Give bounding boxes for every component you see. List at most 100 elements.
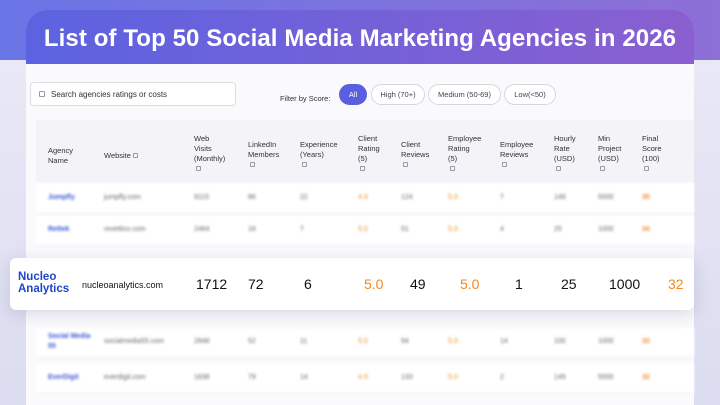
sort-icon-wrap [194,164,225,174]
table-cell-experience: 7 [300,226,304,233]
client-reviews-cell: 49 [410,276,426,292]
filter-high-button[interactable]: High (70+) [371,84,425,105]
column-header-line: (USD) [598,154,619,163]
client-rating-cell: 5.0 [364,276,384,292]
sort-icon-wrap [554,164,576,174]
sort-icon[interactable] [302,162,307,167]
sort-icon-wrap [500,160,533,170]
table-row[interactable]: Jumpfly jumpfly.com 9115 86 22 4.9 124 5.0 7 149 5… [36,184,694,214]
column-header[interactable]: Final Score (100) [642,134,662,174]
table-row[interactable]: Rettek revettico.com 2464 16 7 5.0 51 5.0 4 25 100… [36,216,694,246]
sort-icon-wrap [248,160,279,170]
sort-icon[interactable] [360,166,365,171]
table-cell-hourly: 25 [554,226,562,233]
highlighted-row[interactable]: Nucleo Analytics nucleoanalytics.com 171… [10,258,694,310]
column-header[interactable]: Min Project (USD) [598,134,621,174]
table-cell-website[interactable]: revettico.com [104,226,146,233]
table-cell-visits: 9115 [194,194,210,201]
table-cell-employee-reviews: 14 [500,338,508,345]
table-cell-min-project: 5000 [598,194,614,201]
sort-icon[interactable] [600,166,605,171]
agency-logo-line1: Nucleo [18,271,57,283]
sort-icon-wrap [642,164,662,174]
table-cell-name[interactable]: EverDigit [48,374,79,381]
column-header[interactable]: Website [104,151,138,161]
search-input[interactable]: Search agencies ratings or costs [30,82,236,106]
table-cell-linkedin: 52 [248,338,256,345]
sort-icon[interactable] [644,166,649,171]
table-cell-employee-reviews: 2 [500,374,504,381]
table-cell-linkedin: 79 [248,374,256,381]
sort-icon[interactable] [196,166,201,171]
table-cell-experience: 14 [300,374,308,381]
title-banner: List of Top 50 Social Media Marketing Ag… [26,10,694,68]
agency-logo-line2: Analytics [18,283,70,295]
min-project-cell: 1000 [609,276,641,292]
table-cell-score: 32 [642,338,650,345]
table-cell-experience: 22 [300,194,308,201]
table-cell-website[interactable]: jumpfly.com [104,194,141,201]
column-header-line: Hourly [554,134,576,143]
table-cell-client-rating: 4.9 [358,374,368,381]
table-cell-employee-reviews: 4 [500,226,504,233]
column-header[interactable]: Employee Rating (5) [448,134,481,174]
experience-cell: 6 [304,276,312,292]
table-cell-name[interactable]: Rettek [48,226,70,233]
column-header[interactable]: Employee Reviews [500,140,533,170]
column-header[interactable]: Experience (Years) [300,140,338,170]
sort-icon[interactable] [450,166,455,171]
column-header[interactable]: LinkedIn Members [248,140,279,170]
website-cell[interactable]: nucleoanalytics.com [82,280,164,290]
table-cell-client-reviews: 124 [401,194,413,201]
table-cell-employee-rating: 5.0 [448,194,458,201]
filter-low-button[interactable]: Low(<50) [504,84,556,105]
filter-all-button[interactable]: All [339,84,367,105]
column-header-line: (Monthly) [194,154,226,163]
sort-icon[interactable] [502,162,507,167]
sort-icon[interactable] [403,162,408,167]
column-header-line: (100) [642,154,660,163]
column-header-line: Rating [358,144,380,153]
column-header-line: (Years) [300,150,324,159]
column-header-line: Rating [448,144,470,153]
column-header[interactable]: Agency Name [48,146,73,166]
column-header-line: Min [598,134,611,143]
filter-label: Filter by Score: [280,94,331,103]
table-cell-hourly: 100 [554,338,566,345]
table-cell-score: 35 [642,194,650,201]
table-cell-client-rating: 4.9 [358,194,368,201]
sort-icon-wrap [448,164,481,174]
table-cell-min-project: 1000 [598,338,614,345]
column-header-line: Members [248,150,280,159]
column-header-line: Employee [448,134,482,143]
sort-icon-wrap [300,160,338,170]
table-cell-visits: 1838 [194,374,210,381]
table-row[interactable]: EverDigit everdigit.com 1838 79 14 4.9 133 5.0 2… [36,364,694,394]
column-header-line: Score [642,144,662,153]
table-cell-website[interactable]: everdigit.com [104,374,146,381]
sort-icon[interactable] [556,166,561,171]
column-header-line: Experience [300,140,338,149]
table-cell-name[interactable]: Social Media 55 [48,333,91,350]
column-header-line: (5) [358,154,368,163]
sort-icon-wrap [358,164,380,174]
table-row[interactable]: Social Media 55 socialmedia55.com 2848 52 11… [36,328,694,358]
column-header[interactable]: Hourly Rate (USD) [554,134,576,174]
table-cell-name[interactable]: Jumpfly [48,194,75,201]
sort-icon[interactable] [250,162,255,167]
table-cell-hourly: 149 [554,374,566,381]
sort-icon[interactable] [132,153,138,158]
visits-cell: 1712 [196,276,228,292]
table-cell-website[interactable]: socialmedia55.com [104,338,164,345]
column-header[interactable]: Web Visits (Monthly) [194,134,225,174]
table-cell-client-rating: 5.0 [358,226,368,233]
column-header-line: Final [642,134,659,143]
table-cell-employee-reviews: 7 [500,194,504,201]
column-header[interactable]: Client Reviews [401,140,429,170]
filter-medium-button[interactable]: Medium (50-69) [428,84,501,105]
column-header-line: Website [104,151,131,160]
column-header-line: Agency [48,146,74,155]
column-header[interactable]: Client Rating (5) [358,134,380,174]
column-header-line: Reviews [401,150,430,159]
table-cell-visits: 2464 [194,226,210,233]
